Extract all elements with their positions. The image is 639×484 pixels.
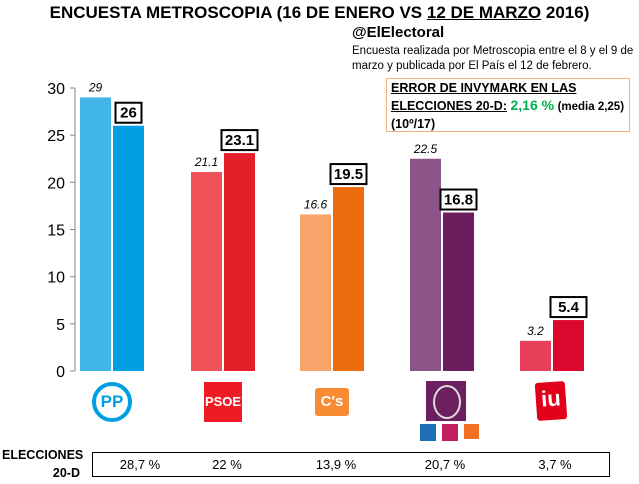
podemos-coalition-icons [420,424,480,442]
y-tick-label: 0 [56,364,65,381]
data-label-box [439,188,478,211]
y-tick-label: 10 [47,270,65,287]
y-tick-label: 5 [56,317,65,334]
iu-logo: iu [534,380,568,422]
y-tick-label: 20 [47,175,65,192]
data-label-january: 22.5 [413,142,438,156]
data-label-january: 3.2 [527,324,544,338]
data-label-march: 16.8 [444,192,473,209]
data-label-box [114,101,143,124]
data-label-march: 23.1 [225,132,254,149]
bar-podemos-january [410,158,441,371]
bar-iu-march [553,320,584,371]
handle: @ElElectoral [352,24,445,41]
data-label-january: 29 [88,80,103,94]
elections-label: ELECCIONES 20-D [2,448,84,480]
bar-iu-january [520,340,551,371]
cs-logo: C's [315,388,349,416]
bar-pp-march [113,125,144,371]
result-pp: 28,7 % [119,457,161,472]
bar-psoe-january [191,171,222,371]
result-iu: 3,7 % [538,457,572,472]
error-value: 2,16 % [510,97,555,113]
data-label-march: 26 [120,105,137,122]
data-label-january: 21.1 [194,155,218,169]
pp-logo: PP [92,382,132,422]
data-label-march: 5.4 [558,299,580,316]
data-label-box [220,129,259,152]
podemos-logo [426,381,466,421]
result-psoe: 22 % [212,457,242,472]
data-label-january: 16.6 [304,197,328,211]
elections-results-table: 28,7 % 22 % 13,9 % 20,7 % 3,7 % [92,452,610,477]
y-tick-label: 15 [47,223,65,240]
bar-pp-january [80,97,111,371]
data-label-box [329,163,368,186]
bar-cs-march [333,187,364,371]
data-label-box [549,296,588,319]
result-cs: 13,9 % [315,457,357,472]
bar-cs-january [300,214,331,371]
bar-psoe-march [224,153,255,371]
error-box: ERROR DE INVYMARK EN LAS ELECCIONES 20-D… [386,78,630,132]
psoe-logo: PSOE [204,382,242,422]
data-label-march: 19.5 [334,166,363,183]
bar-podemos-march [443,212,474,371]
result-podemos: 20,7 % [424,457,466,472]
note: Encuesta realizada por Metroscopia entre… [352,45,634,72]
y-tick-label: 25 [47,128,65,145]
y-tick-label: 30 [47,81,65,98]
chart-title: ENCUESTA METROSCOPIA (16 DE ENERO VS 12 … [49,3,590,22]
